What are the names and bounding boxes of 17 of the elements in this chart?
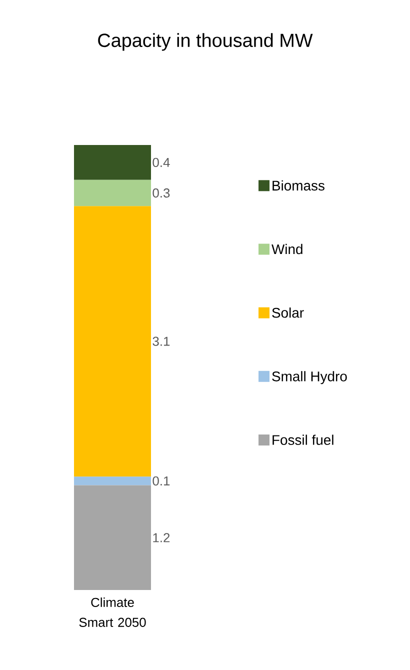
text: Capacity in thousand MW [98, 33, 313, 51]
bar [74, 476, 151, 486]
bar [74, 485, 151, 590]
bar [74, 145, 151, 180]
legend-label: Fossil fuel [272, 434, 334, 445]
bar [74, 180, 151, 206]
legend-label: Solar [272, 308, 304, 318]
data-label: 0.3 [152, 188, 170, 198]
data-label: 0.4 [152, 158, 170, 168]
legend-label: Biomass [272, 180, 324, 191]
bar [74, 206, 151, 477]
x-tick-label: Climate Smart 2050 [79, 598, 146, 627]
data-label: 3.1 [152, 336, 170, 346]
legend-label: Small Hydro [272, 371, 347, 384]
legend-label: Wind [272, 244, 302, 254]
data-label: 1.2 [153, 533, 170, 542]
data-label: 0.1 [152, 476, 170, 486]
